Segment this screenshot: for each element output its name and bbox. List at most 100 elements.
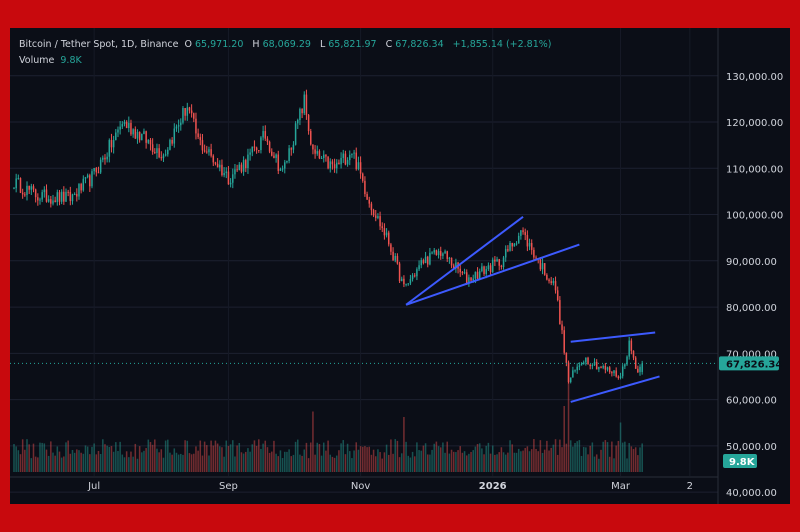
candle-body — [533, 249, 535, 258]
volume-bar — [84, 445, 87, 472]
candle-body — [606, 367, 609, 370]
candle-body — [284, 162, 286, 169]
volume-bar — [416, 442, 418, 472]
candle-body — [390, 244, 392, 252]
candle-body — [89, 175, 91, 187]
candle-body — [468, 277, 470, 284]
candle-body — [604, 365, 607, 370]
volume-bar — [76, 449, 78, 472]
candle-body — [611, 372, 613, 374]
candle-body — [41, 192, 43, 200]
candle-body — [420, 260, 422, 266]
candle-body — [591, 365, 594, 367]
price-chart[interactable]: 130,000.00 120,000.00 110,000.00 100,000.00… — [10, 28, 790, 504]
candle-body — [422, 260, 425, 264]
candle-body — [99, 159, 102, 173]
volume-bar — [26, 439, 28, 472]
candle-body — [368, 199, 371, 204]
volume-bar — [452, 451, 455, 472]
volume-bar — [444, 452, 446, 472]
volume-bar — [359, 446, 362, 472]
volume-bar — [500, 447, 503, 472]
volume-bar — [346, 443, 349, 472]
candle-body — [400, 278, 403, 282]
volume-bar — [149, 442, 152, 472]
close-value: 67,826.34 — [395, 39, 444, 50]
candle-body — [208, 149, 210, 153]
volume-bar — [34, 456, 37, 472]
candle-body — [632, 350, 635, 358]
volume-bar — [619, 422, 622, 472]
candle-body — [335, 162, 338, 169]
volume-bar — [156, 448, 158, 472]
volume-bar — [219, 446, 221, 472]
candle-body — [43, 189, 46, 193]
volume-legend: Volume 9.8K — [19, 55, 85, 66]
candle-body — [271, 151, 273, 156]
volume-bar — [119, 441, 121, 472]
volume-bar — [41, 442, 43, 472]
volume-bar — [338, 450, 340, 472]
candle-body — [134, 129, 137, 139]
volume-bar — [366, 447, 368, 472]
volume-bar — [400, 453, 403, 472]
candle-body — [403, 278, 405, 285]
volume-bar — [260, 448, 262, 472]
candle-body — [346, 160, 349, 165]
candle-body — [496, 259, 498, 262]
volume-bar — [212, 445, 215, 472]
candle-body — [121, 124, 124, 127]
candle-body — [232, 174, 234, 183]
candle-body — [567, 362, 570, 383]
candle-body — [28, 185, 30, 190]
volume-bar — [223, 456, 225, 472]
candle-body — [221, 164, 223, 176]
candle-body — [418, 265, 420, 270]
candle-body — [634, 357, 637, 369]
volume-bar — [154, 439, 156, 472]
volume-bar — [565, 443, 568, 472]
volume-bar — [197, 450, 199, 472]
volume-bar — [487, 442, 490, 472]
volume-bar — [323, 442, 325, 472]
volume-bar — [240, 452, 243, 472]
candle-body — [405, 283, 407, 285]
candle-body — [621, 366, 624, 377]
candle-body — [585, 357, 587, 363]
volume-bar — [132, 456, 134, 472]
volume-bar — [459, 446, 461, 472]
candle-body — [193, 113, 195, 119]
candle-body — [286, 161, 288, 163]
volume-bar — [238, 442, 241, 472]
volume-bar — [461, 452, 464, 472]
volume-bar — [188, 453, 191, 472]
candle-body — [411, 275, 414, 280]
volume-bar — [305, 442, 308, 472]
candle-body — [277, 154, 280, 171]
volume-bar — [593, 456, 596, 472]
candle-body — [546, 274, 548, 280]
candle-body — [442, 253, 444, 256]
volume-bar — [637, 455, 639, 472]
symbol-legend: Bitcoin / Tether Spot, 1D, Binance O 65,9… — [19, 39, 555, 50]
volume-bar — [225, 440, 228, 472]
candle-body — [34, 189, 37, 198]
volume-bar — [151, 444, 154, 472]
candle-body — [377, 216, 379, 219]
candle-body — [541, 263, 544, 270]
candle-body — [305, 94, 308, 116]
candle-body — [318, 151, 321, 159]
volume-bar — [65, 442, 67, 472]
volume-bar — [108, 447, 111, 472]
change-value: +1,855.14 (+2.81%) — [452, 39, 552, 50]
candle-body — [494, 259, 496, 262]
volume-bar — [533, 439, 535, 472]
volume-value: 9.8K — [60, 55, 82, 66]
volume-bar — [136, 458, 139, 472]
volume-bar — [253, 440, 256, 472]
candle-body — [97, 172, 100, 174]
volume-bar — [117, 451, 119, 472]
symbol-title[interactable]: Bitcoin / Tether Spot, 1D, Binance — [19, 39, 179, 50]
candle-body — [461, 272, 464, 274]
volume-label[interactable]: Volume — [19, 55, 55, 66]
